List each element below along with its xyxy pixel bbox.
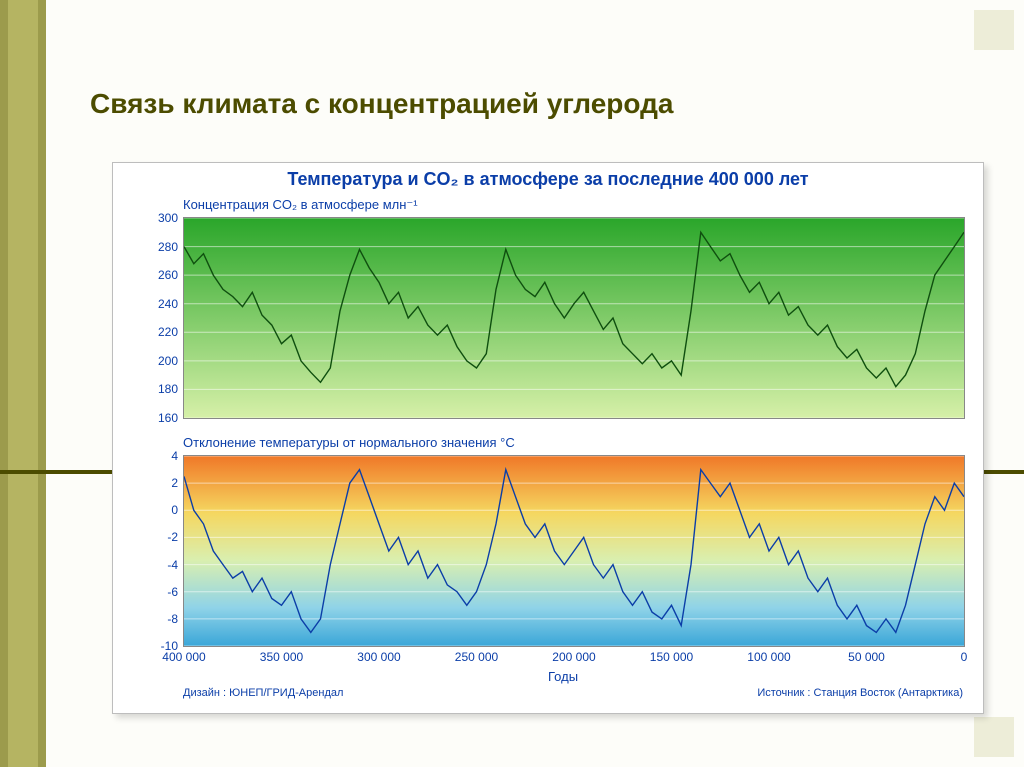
left-rail	[0, 0, 46, 767]
plot-svg	[184, 456, 964, 646]
y-tick: -6	[118, 585, 184, 599]
slide: Связь климата с концентрацией углерода Т…	[0, 0, 1024, 767]
x-tick: 300 000	[357, 646, 400, 664]
x-tick: 100 000	[747, 646, 790, 664]
y-tick: 300	[118, 211, 184, 225]
x-tick: 0	[961, 646, 968, 664]
y-tick: -4	[118, 558, 184, 572]
temp-plot: -10-8-6-4-2024400 000350 000300 000250 0…	[183, 455, 965, 647]
x-tick: 400 000	[162, 646, 205, 664]
credit-right: Источник : Станция Восток (Антарктика)	[757, 687, 963, 699]
y-tick: 2	[118, 476, 184, 490]
y-tick: -8	[118, 612, 184, 626]
left-rail-inner	[8, 0, 38, 767]
x-tick: 350 000	[260, 646, 303, 664]
corner-deco	[974, 10, 1014, 50]
x-tick: 50 000	[848, 646, 885, 664]
y-tick: -2	[118, 530, 184, 544]
y-tick: 220	[118, 325, 184, 339]
y-tick: 180	[118, 382, 184, 396]
x-tick: 150 000	[650, 646, 693, 664]
slide-title: Связь климата с концентрацией углерода	[90, 88, 984, 120]
y-tick: 4	[118, 449, 184, 463]
y-tick: 260	[118, 268, 184, 282]
x-tick: 200 000	[552, 646, 595, 664]
y-tick: 200	[118, 354, 184, 368]
temp-axis-title: Отклонение температуры от нормального зн…	[183, 435, 515, 450]
x-tick: 250 000	[455, 646, 498, 664]
chart-card: Температура и CO₂ в атмосфере за последн…	[112, 162, 984, 714]
credit-left: Дизайн : ЮНЕП/ГРИД-Арендал	[183, 687, 343, 699]
x-axis-label: Годы	[548, 669, 578, 684]
y-tick: 160	[118, 411, 184, 425]
y-tick: 0	[118, 503, 184, 517]
plot-svg	[184, 218, 964, 418]
y-tick: 280	[118, 240, 184, 254]
y-tick: 240	[118, 297, 184, 311]
corner-deco	[974, 717, 1014, 757]
chart-title: Температура и CO₂ в атмосфере за последн…	[113, 169, 983, 190]
co2-axis-title: Концентрация CO₂ в атмосфере млн⁻¹	[183, 197, 418, 213]
co2-plot: 160180200220240260280300	[183, 217, 965, 419]
